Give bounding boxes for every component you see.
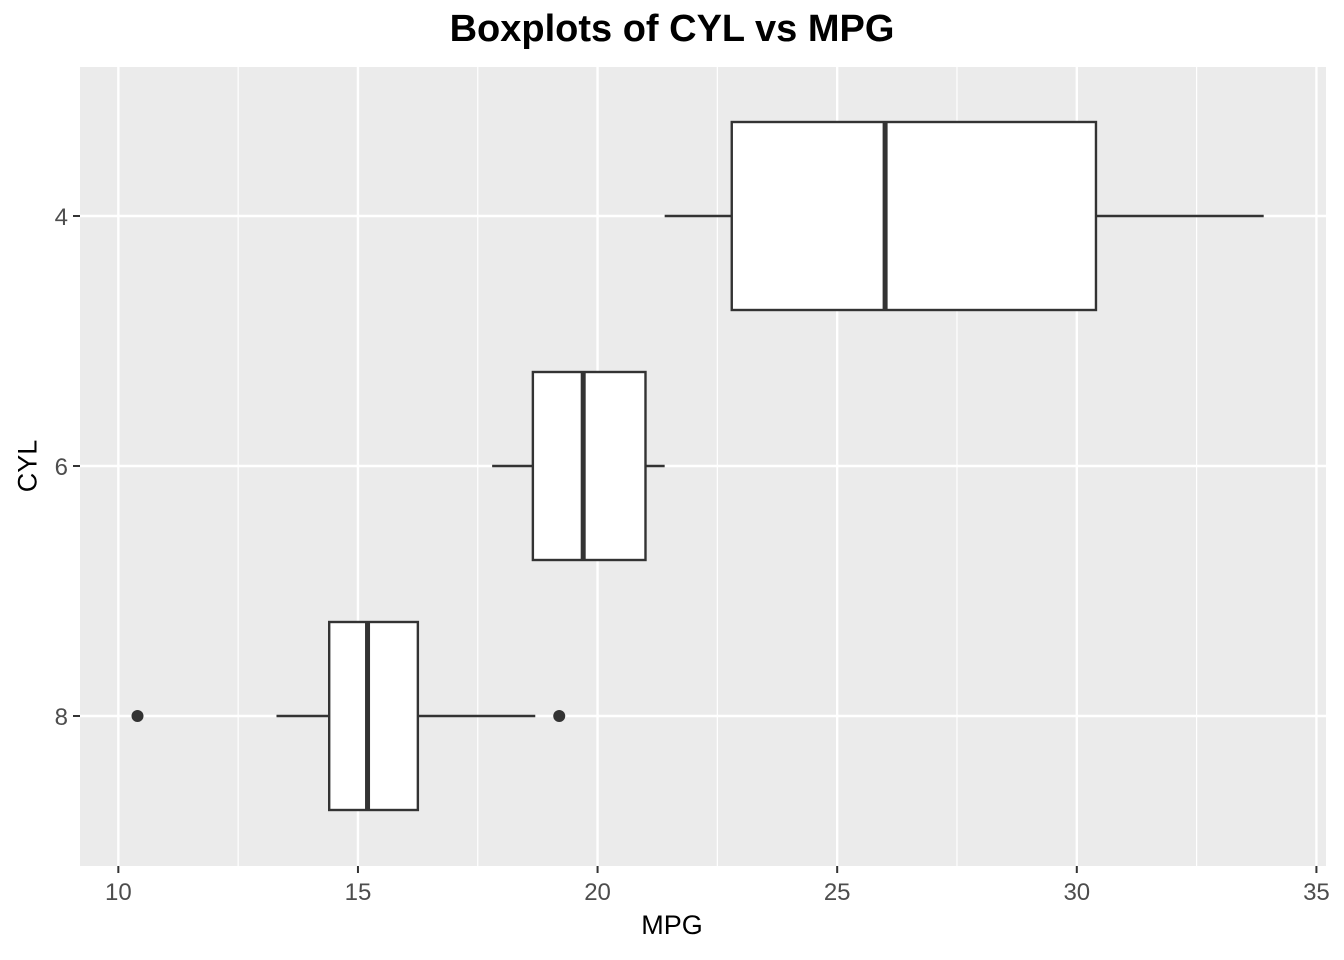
y-axis-title: CYL [12, 439, 43, 493]
box-iqr [328, 620, 420, 812]
x-tick-label: 15 [345, 879, 372, 906]
x-tick-label: 25 [824, 879, 851, 906]
box-iqr [531, 370, 647, 562]
x-tick-label: 20 [584, 879, 611, 906]
x-axis-title: MPG [641, 910, 703, 940]
box-iqr [730, 120, 1098, 312]
y-tick-label: 8 [55, 704, 68, 731]
y-tick-label: 6 [55, 454, 68, 481]
outlier-point [131, 710, 144, 722]
x-tick-label: 30 [1063, 879, 1090, 906]
x-tick-label: 35 [1303, 879, 1330, 906]
outlier-point [553, 710, 566, 722]
y-tick-label: 4 [55, 204, 68, 231]
x-tick-label: 10 [105, 879, 132, 906]
chart-title: Boxplots of CYL vs MPG [449, 8, 895, 50]
